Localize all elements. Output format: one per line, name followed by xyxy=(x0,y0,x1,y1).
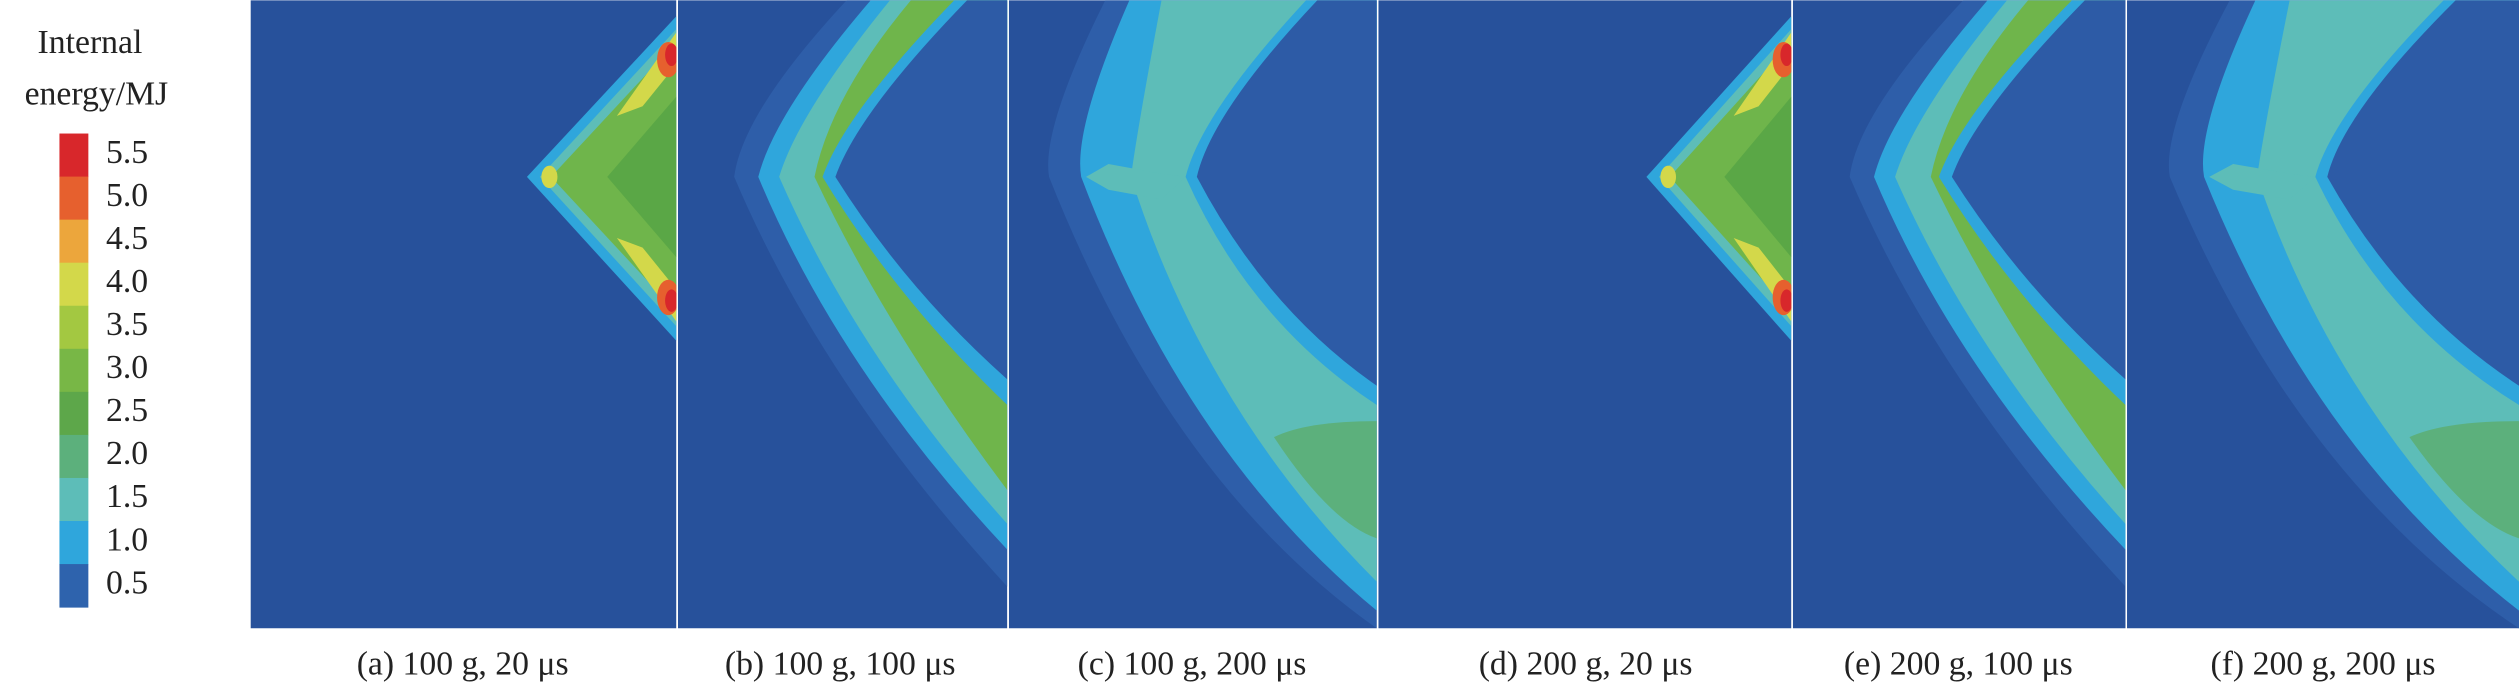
panel-d xyxy=(1378,0,1792,629)
panel-b xyxy=(677,0,1008,629)
panel-a xyxy=(250,0,677,629)
panel-caption: (d) 200 g, 20 μs xyxy=(1479,646,1693,683)
panel-e xyxy=(1792,0,2126,629)
panel-caption: (f) 200 g, 200 μs xyxy=(2210,646,2435,683)
legend-swatch xyxy=(59,391,89,436)
legend-label: 3.5 xyxy=(106,306,148,343)
legend-swatch xyxy=(59,434,89,479)
legend-label: 5.5 xyxy=(106,134,148,171)
legend-swatch xyxy=(59,262,89,307)
panel-f xyxy=(2127,0,2519,629)
legend-swatch xyxy=(59,133,89,178)
panel-c xyxy=(1008,0,1377,629)
legend-label: 2.0 xyxy=(106,435,148,472)
legend-label: 4.0 xyxy=(106,263,148,300)
legend-label: 2.5 xyxy=(106,392,148,429)
legend-label: 1.5 xyxy=(106,478,148,515)
legend-title: Internal xyxy=(38,24,143,61)
legend-swatch xyxy=(59,348,89,393)
legend-swatch xyxy=(59,564,89,608)
legend-swatch xyxy=(59,305,89,350)
legend-title: energy/MJ xyxy=(25,75,169,112)
panel-caption: (e) 200 g, 100 μs xyxy=(1844,646,2073,683)
legend-swatch xyxy=(59,176,89,221)
legend-swatch xyxy=(59,219,89,264)
legend-label: 4.5 xyxy=(106,220,148,257)
legend-label: 3.0 xyxy=(106,349,148,386)
panel-caption: (b) 100 g, 100 μs xyxy=(725,646,956,683)
panel-caption: (a) 100 g, 20 μs xyxy=(357,646,569,683)
legend-swatch xyxy=(59,521,89,565)
legend-label: 5.0 xyxy=(106,177,148,214)
legend-label: 1.0 xyxy=(106,521,148,558)
legend-swatch xyxy=(59,477,89,522)
panel-caption: (c) 100 g, 200 μs xyxy=(1078,646,1307,683)
legend-label: 0.5 xyxy=(106,564,148,601)
